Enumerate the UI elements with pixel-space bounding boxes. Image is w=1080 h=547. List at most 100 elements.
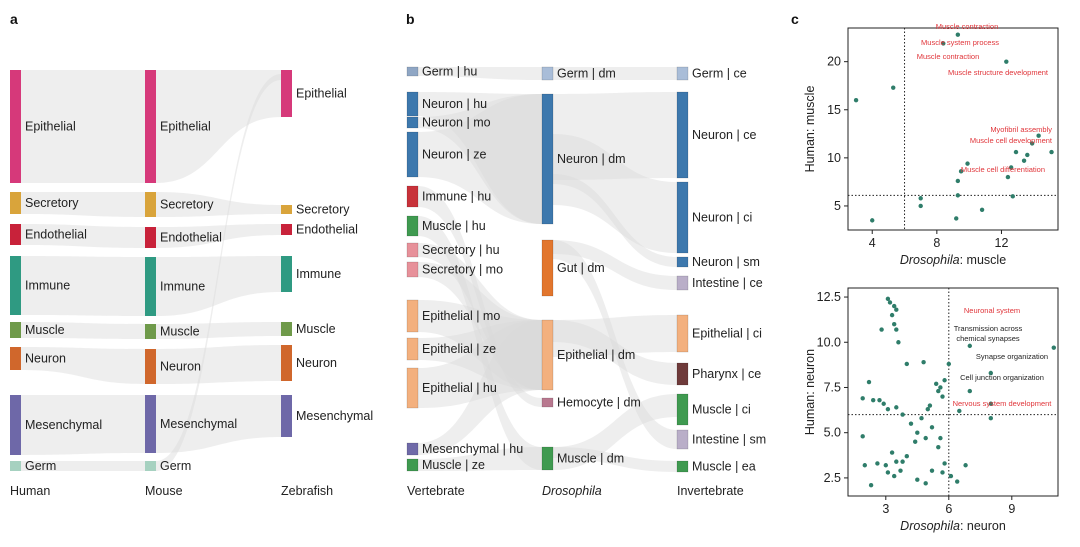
flow-b: [418, 92, 542, 224]
node-label: Epithelial: [25, 120, 76, 134]
data-point: [919, 416, 924, 421]
panel-letter-b: b: [406, 11, 415, 27]
flow-b: [553, 320, 677, 385]
data-point: [955, 178, 961, 184]
annotation-label: Muscle cell development: [970, 136, 1053, 145]
data-point: [1013, 149, 1019, 155]
node-box: [541, 397, 554, 408]
node-label: Epithelial | ze: [422, 342, 496, 356]
flow-b: [553, 92, 677, 180]
flow-b: [418, 447, 542, 471]
node-label: Germ: [25, 459, 56, 473]
node-label: Epithelial: [160, 120, 211, 134]
node-endothelial: [145, 227, 156, 248]
node-label: Epithelial | ci: [692, 327, 762, 341]
data-point: [988, 416, 993, 421]
flow-b: [418, 216, 542, 470]
node-germ: [145, 461, 156, 471]
data-point: [879, 327, 884, 332]
x-axis-title-species: Drosophila: [900, 519, 960, 533]
node-box: [406, 442, 419, 456]
node-box: [406, 337, 419, 361]
y-axis-title: Human: muscle: [803, 86, 817, 173]
node-label: Endothelial: [25, 228, 87, 242]
flow-b: [418, 67, 542, 80]
flow-a: [21, 395, 145, 455]
plot-frame: [847, 27, 1059, 231]
node-label: Intestine | ce: [692, 276, 763, 290]
flow-b: [418, 262, 542, 390]
flow-b: [553, 394, 677, 470]
node-label: Epithelial | mo: [422, 309, 500, 323]
data-point: [948, 473, 954, 479]
data-point: [957, 408, 962, 414]
node-box: [676, 362, 689, 386]
node-box: [406, 299, 419, 333]
data-point: [885, 406, 891, 412]
flow-b: [418, 94, 542, 224]
node-muscle: [145, 324, 156, 339]
flow-b: [418, 186, 542, 407]
data-point: [889, 312, 895, 318]
data-point: [875, 461, 880, 466]
node-label: Secretory | mo: [422, 263, 503, 277]
node-immune: [281, 256, 292, 292]
node-label: Germ: [160, 459, 191, 473]
annotation-label: Nervous system development: [953, 399, 1053, 408]
node-label: Muscle | ci: [692, 403, 751, 417]
data-point: [918, 203, 923, 209]
node-label: Muscle: [296, 322, 336, 336]
data-point: [941, 41, 946, 46]
flow-a: [21, 347, 145, 384]
flow-a: [156, 224, 281, 248]
data-point: [904, 454, 909, 459]
data-point: [913, 439, 918, 444]
data-point: [918, 196, 923, 201]
data-point: [853, 97, 859, 103]
panel-letter-a: a: [10, 11, 18, 27]
node-label: Muscle | ze: [422, 458, 485, 472]
data-point: [954, 216, 959, 221]
data-point: [1004, 59, 1009, 64]
node-box: [541, 446, 554, 471]
data-point: [958, 169, 964, 174]
y-tick-label: 15: [827, 103, 841, 117]
data-point: [908, 421, 914, 426]
data-point: [868, 482, 874, 488]
data-point: [871, 397, 876, 403]
annotation-label: Cell junction organization: [960, 373, 1044, 382]
data-point: [955, 479, 960, 484]
data-point: [946, 361, 951, 367]
flow-a: [156, 256, 281, 316]
data-point: [870, 218, 875, 223]
flow-b: [418, 243, 542, 390]
data-point: [955, 32, 961, 37]
node-box: [676, 181, 689, 254]
node-box: [676, 66, 689, 81]
x-tick-label: 9: [1008, 502, 1015, 516]
y-tick-label: 12.5: [817, 290, 841, 304]
node-secretory: [10, 192, 21, 214]
panel-c-top-scatter: 4 8 12 5 10 15 20 Muscle contraction Muscle syst…: [803, 22, 1059, 267]
data-point: [925, 406, 930, 412]
node-box: [676, 275, 689, 291]
node-muscle: [281, 322, 292, 336]
annotation-label: Muscle system process: [921, 38, 999, 47]
data-point: [923, 481, 928, 486]
node-box: [406, 91, 419, 117]
panel-letter-c: c: [791, 11, 799, 27]
node-label: Intestine | sm: [692, 433, 766, 447]
y-tick-label: 10.0: [817, 335, 841, 349]
node-box: [541, 93, 554, 225]
data-point: [891, 85, 896, 90]
annotation-label: Muscle contraction: [917, 52, 980, 61]
data-point: [862, 463, 867, 468]
node-label: Germ | dm: [557, 67, 616, 81]
node-label: Neuron | ci: [692, 211, 752, 225]
data-point: [915, 430, 920, 435]
node-box: [676, 91, 689, 179]
column-label: Invertebrate: [677, 484, 744, 498]
data-point: [965, 161, 970, 166]
node-neuron: [281, 345, 292, 381]
